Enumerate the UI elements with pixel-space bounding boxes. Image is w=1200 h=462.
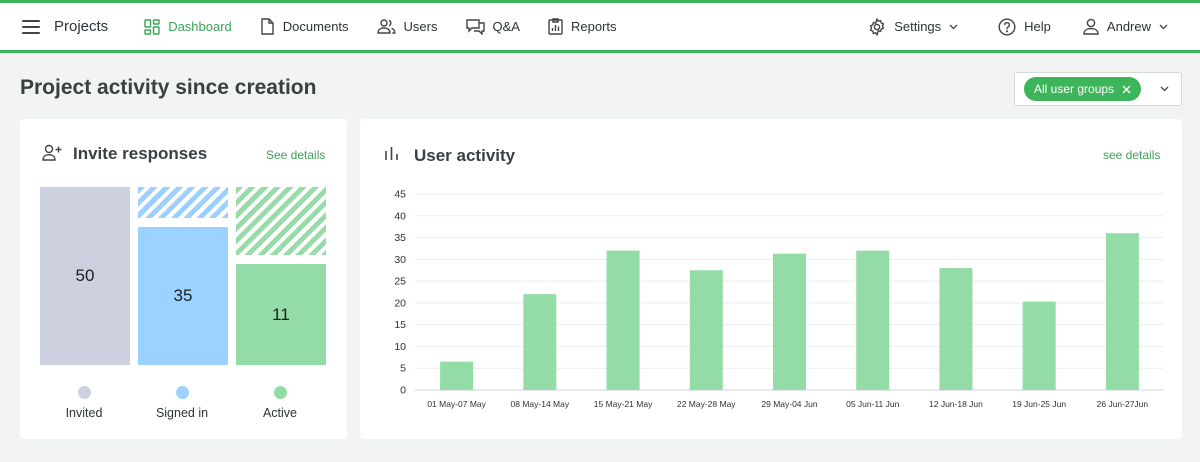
settings-label: Settings <box>894 19 942 34</box>
help-link[interactable]: Help <box>998 17 1051 36</box>
users-icon <box>376 19 396 34</box>
bar[interactable] <box>689 270 723 390</box>
chevron-down-icon <box>1160 86 1169 92</box>
user-name-label: Andrew <box>1106 19 1151 34</box>
user-menu[interactable]: Andrew <box>1083 18 1176 35</box>
user-activity-chart: 0 5 10 15 20 25 30 35 40 45 01 May-07 May 08 May-14… <box>394 189 1164 409</box>
nav-label-dashboard: Dashboard <box>168 19 232 34</box>
brand-label[interactable]: Projects <box>54 18 109 35</box>
signed-in-block[interactable]: 35 <box>138 227 228 365</box>
bar[interactable] <box>1022 301 1056 390</box>
report-icon <box>548 18 563 35</box>
chevron-down-icon <box>1159 24 1168 29</box>
help-icon <box>998 17 1016 36</box>
nav-label-documents: Documents <box>282 19 349 34</box>
filter-dropdown-toggle[interactable] <box>1160 86 1169 92</box>
signed-in-legend-label: Signed in <box>155 406 209 420</box>
active-value: 11 <box>272 304 290 324</box>
hamburger-menu-icon[interactable] <box>22 19 40 34</box>
chevron-down-icon <box>949 24 958 29</box>
y-tick-label: 15 <box>394 319 406 331</box>
x-tick-label: 29 May-04 Jun <box>761 399 817 409</box>
bar[interactable] <box>773 253 806 390</box>
x-tick-label: 15 May-21 May <box>594 399 653 409</box>
invited-legend-label: Invited <box>65 406 103 420</box>
y-tick-label: 0 <box>400 385 406 397</box>
x-tick-label: 19 Jun-25 Jun <box>1012 399 1066 409</box>
bar[interactable] <box>440 361 474 390</box>
y-tick-label: 45 <box>394 189 406 201</box>
help-label: Help <box>1024 19 1051 34</box>
active-remaining-hatch <box>236 187 326 255</box>
invited-legend-dot <box>78 386 91 399</box>
x-tick-label: 08 May-14 May <box>511 399 570 409</box>
active-block[interactable]: 11 <box>236 264 326 365</box>
x-tick-label: 26 Jun-27Jun <box>1097 399 1149 409</box>
y-tick-label: 10 <box>394 341 406 353</box>
page-title: Project activity since creation <box>20 76 317 99</box>
bar[interactable] <box>606 250 640 390</box>
add-user-icon <box>42 144 62 161</box>
user-activity-card: User activity see details 0 5 10 15 20 25 30 35… <box>360 119 1182 439</box>
main-nav: Dashboard Documents Users Q&A <box>144 18 644 35</box>
bar[interactable] <box>523 294 557 390</box>
y-tick-label: 25 <box>394 276 406 288</box>
invited-block[interactable]: 50 <box>40 187 130 365</box>
bar-chart-icon <box>385 147 398 160</box>
y-tick-label: 35 <box>394 232 406 244</box>
x-tick-label: 05 Jun-11 Jun <box>846 399 900 409</box>
y-tick-label: 30 <box>394 254 406 266</box>
bar[interactable] <box>939 268 973 390</box>
x-tick-label: 01 May-07 May <box>427 399 486 409</box>
invite-responses-title: Invite responses <box>73 144 208 163</box>
filter-chip-label: All user groups <box>1034 82 1115 96</box>
nav-item-dashboard[interactable]: Dashboard <box>144 18 232 35</box>
top-navigation-bar: Projects Dashboard Documents Users <box>0 0 1200 53</box>
active-legend-label: Active <box>262 406 298 420</box>
activity-see-details-link[interactable]: see details <box>1103 148 1161 162</box>
invite-responses-card: Invite responses See details 50 35 11 In… <box>20 119 347 439</box>
document-icon <box>261 18 274 35</box>
user-group-filter[interactable]: All user groups <box>1014 72 1182 106</box>
dashboard-icon <box>144 18 160 35</box>
y-tick-label: 40 <box>394 210 406 222</box>
active-legend-dot <box>274 386 287 399</box>
chat-icon <box>465 18 485 35</box>
nav-item-users[interactable]: Users <box>376 19 438 34</box>
nav-label-reports: Reports <box>570 19 617 34</box>
signed-in-remaining-hatch <box>138 187 228 218</box>
x-tick-label: 12 Jun-18 Jun <box>929 399 983 409</box>
y-tick-label: 5 <box>400 363 406 375</box>
nav-label-users: Users <box>403 19 438 34</box>
signed-in-legend-dot <box>176 386 189 399</box>
user-activity-title: User activity <box>414 146 516 165</box>
invited-value: 50 <box>75 266 95 285</box>
gear-icon <box>869 17 885 36</box>
invites-see-details-link[interactable]: See details <box>266 148 326 162</box>
signed-in-value: 35 <box>173 286 193 305</box>
close-icon[interactable] <box>1122 85 1131 94</box>
user-icon <box>1083 18 1099 35</box>
nav-item-documents[interactable]: Documents <box>260 18 349 35</box>
bar[interactable] <box>856 250 890 390</box>
settings-menu[interactable]: Settings <box>868 17 966 36</box>
filter-chip[interactable]: All user groups <box>1024 77 1142 101</box>
y-tick-label: 20 <box>394 297 406 309</box>
nav-label-qa: Q&A <box>492 19 520 34</box>
nav-item-qa[interactable]: Q&A <box>465 18 520 35</box>
x-tick-label: 22 May-28 May <box>677 399 736 409</box>
bar[interactable] <box>1105 233 1139 390</box>
right-nav: Settings Help Andrew <box>836 17 1176 36</box>
nav-item-reports[interactable]: Reports <box>548 18 617 35</box>
